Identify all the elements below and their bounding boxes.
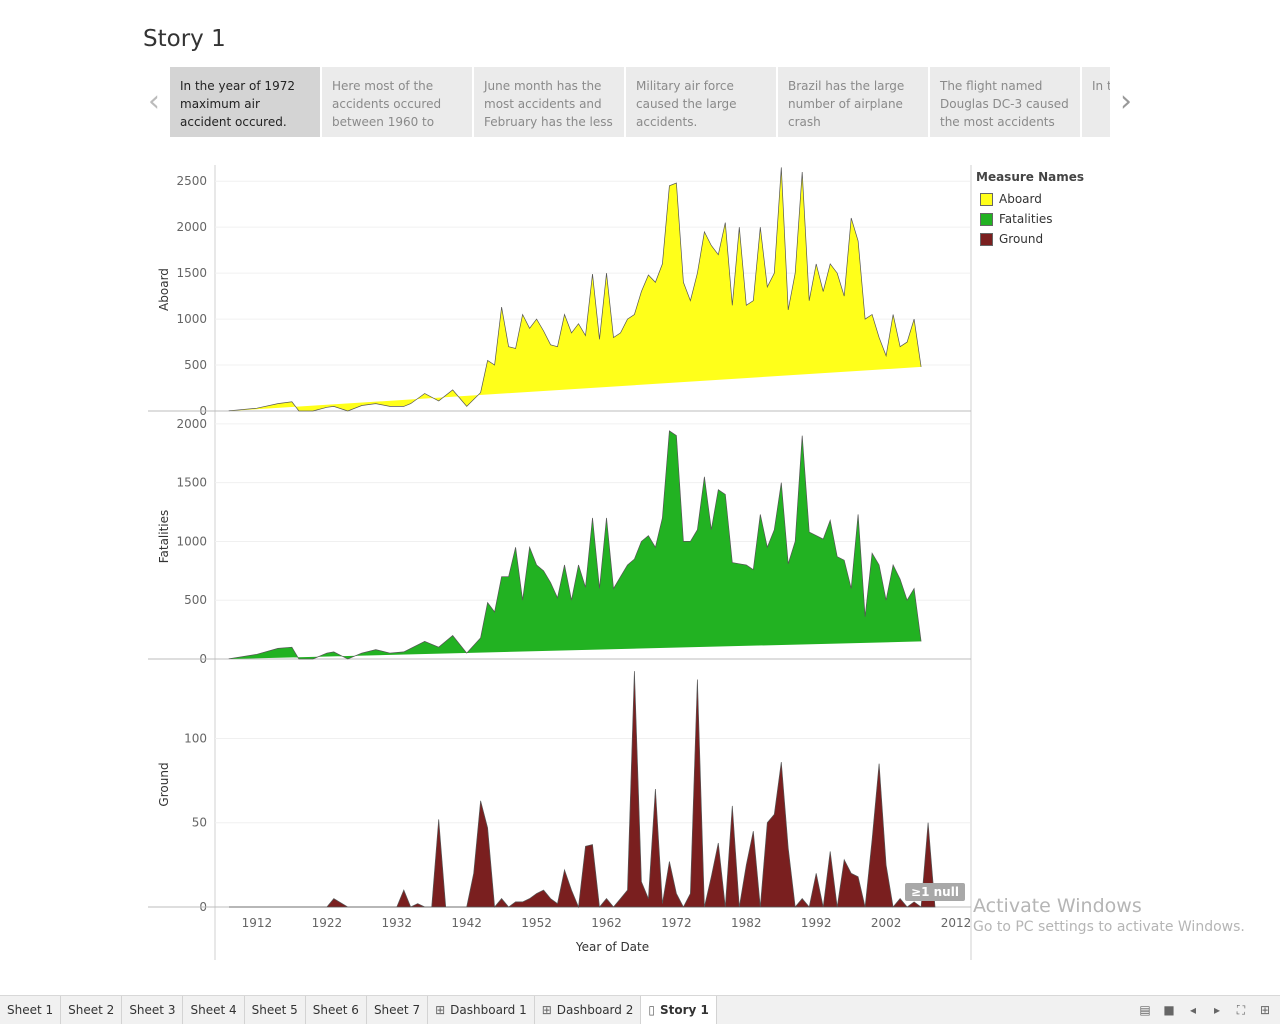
legend-label: Aboard <box>999 192 1042 206</box>
x-axis-title: Year of Date <box>575 940 649 954</box>
x-tick-label: 2012 <box>941 916 972 930</box>
tab-dashboard-1[interactable]: ⊞ Dashboard 1 <box>428 996 535 1024</box>
y-axis-title: Aboard <box>157 268 171 311</box>
dashboard-icon: ⊞ <box>541 1003 552 1017</box>
x-tick-label: 1972 <box>661 916 692 930</box>
x-tick-label: 1912 <box>242 916 273 930</box>
tab-label: Sheet 4 <box>190 1003 237 1017</box>
x-tick-label: 1962 <box>591 916 622 930</box>
x-tick-label: 1942 <box>451 916 482 930</box>
swatch-fatalities <box>980 212 993 226</box>
tab-sheet-5[interactable]: Sheet 5 <box>245 996 306 1024</box>
chart-area: 0 500 1000 1500 2000 2500 Aboard 0 500 1000 1500 20… <box>140 160 975 969</box>
y-tick-label: 2000 <box>176 220 207 234</box>
show-tabs-icon[interactable]: ■ <box>1163 1003 1175 1017</box>
area-chart: 05001000150020002500Aboard05001000150020… <box>148 165 972 960</box>
x-tick-label: 1952 <box>521 916 552 930</box>
story-navigator: ‹ In the year of 1972 maximum air accide… <box>140 67 1140 137</box>
legend-item-aboard[interactable]: Aboard <box>976 189 1084 209</box>
legend-item-fatalities[interactable]: Fatalities <box>976 209 1084 229</box>
y-tick-label: 1000 <box>176 534 207 548</box>
legend-label: Ground <box>999 232 1044 246</box>
y-tick-label: 500 <box>184 593 207 607</box>
story-point-3[interactable]: June month has the most accidents and Fe… <box>474 67 624 137</box>
story-icon: ▯ <box>648 1003 655 1017</box>
y-tick-label: 50 <box>192 816 207 830</box>
sheet-sorter-icon[interactable]: ⊞ <box>1259 1003 1271 1017</box>
tab-sheet-1[interactable]: Sheet 1 <box>0 996 62 1024</box>
y-tick-label: 500 <box>184 358 207 372</box>
watermark-title: Activate Windows <box>973 895 1142 917</box>
windows-watermark: Activate Windows Go to PC settings to ac… <box>973 895 1245 935</box>
tab-sheet-6[interactable]: Sheet 6 <box>306 996 367 1024</box>
previous-sheet-icon[interactable]: ◂ <box>1189 1003 1197 1017</box>
swatch-aboard <box>980 192 993 206</box>
tab-sheet-4[interactable]: Sheet 4 <box>183 996 245 1024</box>
watermark-subtitle: Go to PC settings to activate Windows. <box>973 919 1245 935</box>
story-point-2[interactable]: Here most of the accidents occured betwe… <box>322 67 472 137</box>
fullscreen-icon[interactable]: ⛶ <box>1236 1002 1246 1017</box>
chevron-right-icon[interactable]: › <box>1120 83 1132 119</box>
area-ground <box>229 671 936 909</box>
tab-sheet-3[interactable]: Sheet 3 <box>122 996 184 1024</box>
sheet-tab-bar: Sheet 1 Sheet 2 Sheet 3 Sheet 4 Sheet 5 … <box>0 995 1280 1024</box>
x-tick-label: 1922 <box>312 916 343 930</box>
tab-label: Sheet 2 <box>68 1003 115 1017</box>
y-tick-label: 1000 <box>176 312 207 326</box>
x-tick-label: 2002 <box>871 916 902 930</box>
story-point-5[interactable]: Brazil has the large number of airplane … <box>778 67 928 137</box>
tab-label: Sheet 7 <box>373 1003 421 1017</box>
area-fatalities <box>228 430 922 660</box>
tab-sheet-7[interactable]: Sheet 7 <box>367 996 429 1024</box>
legend: Measure Names Aboard Fatalities Ground <box>976 170 1084 249</box>
null-indicator[interactable]: ≥1 null <box>905 883 965 901</box>
story-point-4[interactable]: Military air force caused the large acci… <box>626 67 776 137</box>
area-aboard <box>228 167 922 412</box>
y-tick-label: 1500 <box>176 476 207 490</box>
tab-label: Sheet 1 <box>7 1003 54 1017</box>
tab-label: Sheet 5 <box>251 1003 298 1017</box>
dashboard-icon: ⊞ <box>435 1003 446 1017</box>
next-sheet-icon[interactable]: ▸ <box>1213 1003 1221 1017</box>
y-axis-title: Ground <box>157 762 171 806</box>
legend-title: Measure Names <box>976 170 1085 184</box>
tab-label: Sheet 3 <box>129 1003 176 1017</box>
tab-label: Story 1 <box>659 1003 709 1017</box>
chevron-left-icon[interactable]: ‹ <box>148 83 160 119</box>
y-tick-label: 1500 <box>176 266 207 280</box>
tab-label: Sheet 6 <box>312 1003 359 1017</box>
legend-label: Fatalities <box>999 212 1053 226</box>
show-filmstrip-icon[interactable]: ▤ <box>1139 1003 1151 1017</box>
story-point-7[interactable]: In the clear Bra <box>1082 67 1110 137</box>
x-tick-label: 1932 <box>381 916 412 930</box>
tab-story-1[interactable]: ▯ Story 1 <box>641 996 717 1024</box>
y-axis-title: Fatalities <box>157 510 171 564</box>
story-point-6[interactable]: The flight named Douglas DC-3 caused the… <box>930 67 1080 137</box>
legend-item-ground[interactable]: Ground <box>976 229 1084 249</box>
y-tick-label: 100 <box>184 731 207 745</box>
y-tick-label: 2500 <box>176 174 207 188</box>
tab-tools: ▤ ■ ◂ ▸ ⛶ ⊞ <box>1138 996 1272 1024</box>
story-points-strip: In the year of 1972 maximum air accident… <box>170 67 1110 137</box>
tab-dashboard-2[interactable]: ⊞ Dashboard 2 <box>535 996 642 1024</box>
x-tick-label: 1982 <box>731 916 762 930</box>
y-tick-label: 2000 <box>176 417 207 431</box>
story-point-1[interactable]: In the year of 1972 maximum air accident… <box>170 67 320 137</box>
tab-sheet-2[interactable]: Sheet 2 <box>61 996 123 1024</box>
x-tick-label: 1992 <box>801 916 832 930</box>
tab-label: Dashboard 2 <box>556 1003 634 1017</box>
swatch-ground <box>980 232 993 246</box>
story-title: Story 1 <box>143 26 226 52</box>
tab-label: Dashboard 1 <box>450 1003 527 1017</box>
